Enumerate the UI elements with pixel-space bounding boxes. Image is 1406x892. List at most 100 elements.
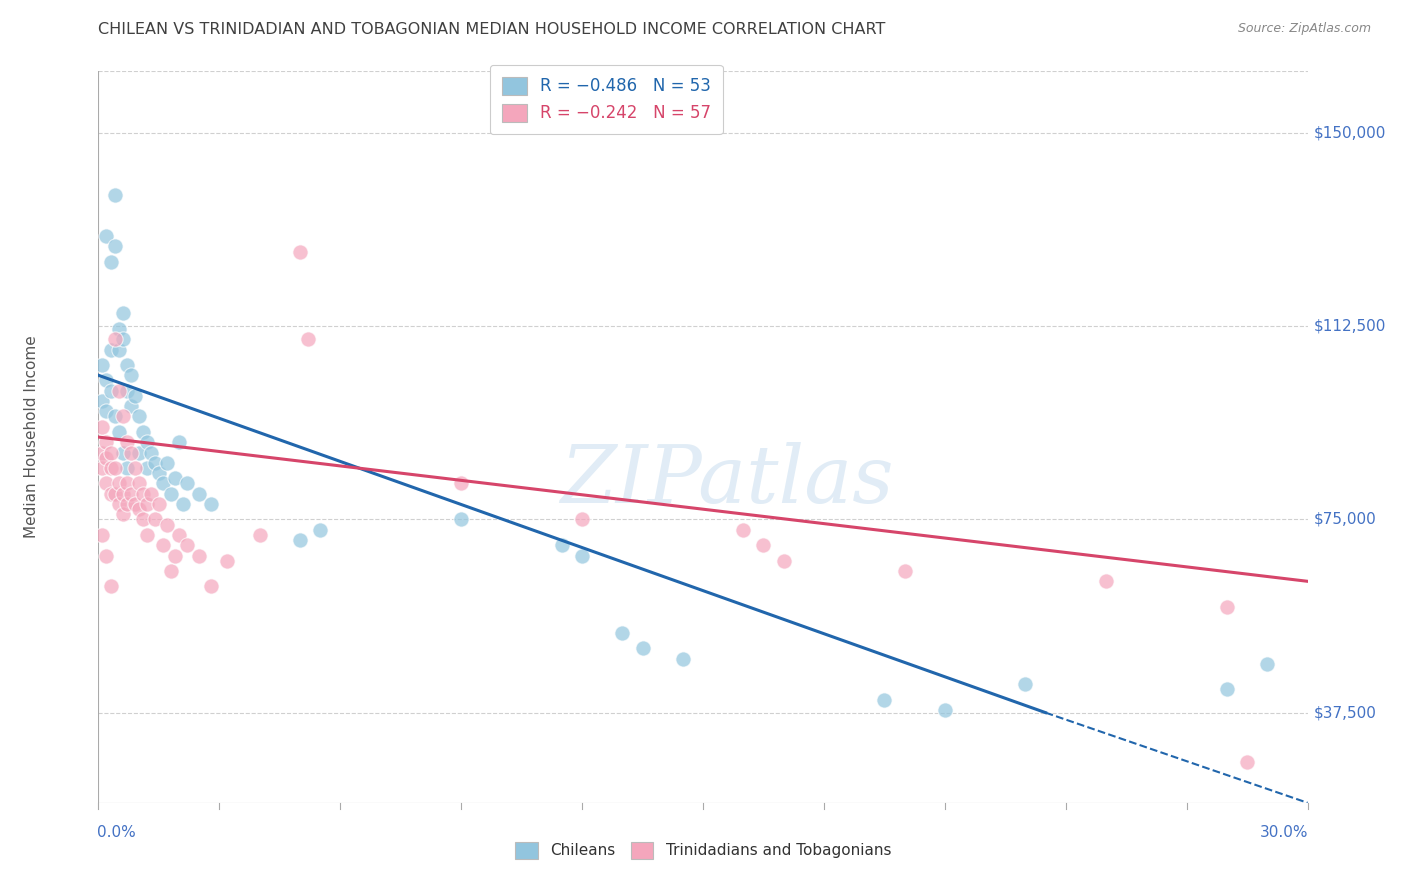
Point (107, 322, 129, 336)
Point (91, 445, 114, 459)
Point (139, 487, 162, 501)
Point (148, 466, 170, 480)
Point (111, 409, 134, 424)
Point (1095, 574, 1118, 589)
Point (103, 409, 125, 424)
Point (772, 554, 794, 568)
Point (107, 476, 129, 491)
Point (124, 497, 146, 511)
Point (132, 512, 155, 526)
Point (91, 528, 114, 542)
Point (200, 579, 222, 593)
Point (103, 461, 125, 475)
Point (96, 450, 118, 465)
Point (450, 512, 472, 526)
Point (124, 389, 146, 403)
Point (96, 229, 118, 244)
Point (120, 487, 142, 501)
Point (111, 306, 134, 320)
Point (148, 497, 170, 511)
Point (160, 564, 183, 578)
Point (103, 332, 125, 346)
Point (120, 445, 142, 459)
Point (135, 435, 157, 450)
Point (128, 476, 150, 491)
Point (111, 445, 134, 459)
Point (163, 549, 186, 563)
Point (103, 239, 125, 253)
Point (132, 425, 155, 439)
Point (143, 512, 166, 526)
Point (1014, 677, 1036, 691)
Point (163, 471, 186, 485)
Point (571, 512, 593, 526)
Point (115, 358, 138, 372)
Point (1216, 682, 1239, 697)
Point (752, 538, 775, 552)
Point (107, 497, 129, 511)
Point (309, 523, 332, 537)
Point (733, 523, 755, 537)
Point (111, 508, 134, 522)
Point (100, 445, 122, 459)
Point (672, 651, 695, 665)
Point (115, 476, 138, 491)
Point (1256, 657, 1278, 671)
Point (120, 399, 142, 413)
Point (96, 549, 118, 563)
Point (200, 497, 222, 511)
Point (217, 554, 239, 568)
Point (91, 461, 114, 475)
Point (100, 384, 122, 398)
Point (128, 409, 150, 424)
Point (188, 487, 211, 501)
Point (115, 384, 138, 398)
Point (96, 435, 118, 450)
Point (167, 435, 190, 450)
Point (450, 476, 472, 491)
Point (115, 497, 138, 511)
Text: $37,500: $37,500 (1313, 706, 1376, 720)
Point (571, 549, 593, 563)
Point (249, 528, 271, 542)
Point (934, 703, 956, 717)
Text: $150,000: $150,000 (1313, 126, 1386, 141)
Point (176, 538, 198, 552)
Point (297, 332, 319, 346)
Point (103, 487, 125, 501)
Point (176, 476, 198, 491)
Point (120, 368, 142, 383)
Point (160, 487, 183, 501)
Point (1236, 755, 1258, 769)
Point (631, 641, 654, 656)
Point (152, 538, 174, 552)
Point (135, 528, 157, 542)
Text: Median Household Income: Median Household Income (24, 335, 39, 539)
Point (135, 497, 157, 511)
Point (288, 533, 311, 547)
Point (128, 445, 150, 459)
Point (188, 549, 211, 563)
Point (893, 564, 915, 578)
Point (111, 332, 134, 346)
Point (132, 487, 155, 501)
Text: $75,000: $75,000 (1313, 512, 1376, 527)
Legend: Chileans, Trinidadians and Tobagonians: Chileans, Trinidadians and Tobagonians (509, 836, 897, 864)
Point (91, 358, 114, 372)
Text: $112,500: $112,500 (1313, 318, 1386, 334)
Point (91, 394, 114, 409)
Point (100, 579, 122, 593)
Point (128, 502, 150, 516)
Point (124, 461, 146, 475)
Point (135, 461, 157, 475)
Point (152, 476, 174, 491)
Point (111, 487, 134, 501)
Point (115, 435, 138, 450)
Text: ZIPatlas: ZIPatlas (561, 442, 894, 520)
Point (91, 419, 114, 434)
Point (143, 456, 166, 470)
Point (103, 188, 125, 202)
Point (100, 487, 122, 501)
Point (115, 461, 138, 475)
Point (156, 517, 179, 532)
